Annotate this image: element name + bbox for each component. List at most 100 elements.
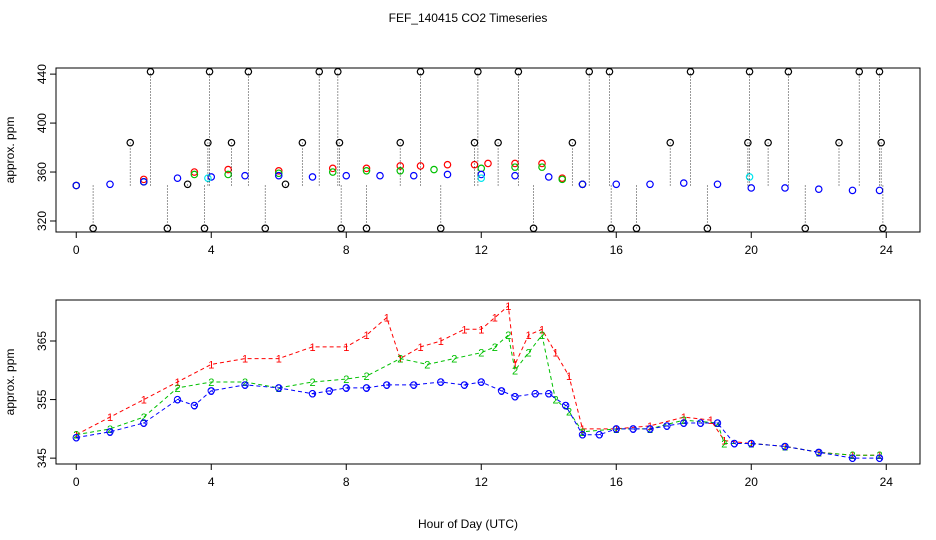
top-series-1-point <box>396 162 405 170</box>
bottom-series-3-point <box>241 381 249 389</box>
bottom-series-1-label: 1 <box>174 377 180 389</box>
bottom-series-3-label: 3 <box>309 389 315 401</box>
bottom-series-2-label: 2 <box>552 395 558 407</box>
bottom-series-3-label: 3 <box>326 386 332 398</box>
top-raw-point <box>666 138 675 147</box>
bottom-series-3-point <box>646 425 654 433</box>
bottom-series-1-label: 1 <box>525 330 531 342</box>
bottom-y-tick-label: 355 <box>35 389 49 409</box>
bottom-series-3-point <box>696 419 705 427</box>
bottom-series-3-point <box>747 439 755 448</box>
top-raw-point <box>163 224 172 233</box>
top-raw-point <box>205 67 214 76</box>
top-raw-point <box>474 67 482 76</box>
bottom-series-3-label: 3 <box>174 395 180 407</box>
bottom-series-3-point <box>207 387 215 395</box>
top-raw-point <box>126 138 135 147</box>
top-series-3-point <box>679 179 688 187</box>
bottom-series-2-label: 2 <box>451 354 457 366</box>
top-y-tick-label: 400 <box>35 113 49 133</box>
bottom-series-3-label: 3 <box>208 386 214 398</box>
bottom-series-2-label: 2 <box>478 348 484 360</box>
bottom-series-1-label: 1 <box>343 342 349 354</box>
top-series-3-point <box>578 180 587 189</box>
bottom-series-2-label: 2 <box>424 359 430 371</box>
bottom-series-3-point <box>511 392 519 401</box>
top-raw-point <box>855 67 864 76</box>
bottom-series-3-point <box>545 390 553 398</box>
top-series-2-point <box>396 167 405 175</box>
bottom-series-2-label: 2 <box>363 371 369 383</box>
bottom-series-2-label: 2 <box>816 447 822 459</box>
top-series-cyan-point <box>204 174 212 182</box>
bottom-x-tick-label: 0 <box>73 475 80 489</box>
bottom-series-3-label: 3 <box>647 424 653 436</box>
bottom-series-3-point <box>531 390 539 398</box>
bottom-series-1-label: 1 <box>417 342 423 354</box>
bottom-x-tick-label: 24 <box>880 475 894 489</box>
top-raw-point <box>607 224 615 233</box>
bottom-series-3-label: 3 <box>579 430 585 442</box>
top-raw-point <box>879 224 887 233</box>
bottom-x-tick-label: 12 <box>475 475 489 489</box>
bottom-series-2-line <box>76 333 880 456</box>
top-raw-point <box>261 224 270 233</box>
bottom-series-2-label: 2 <box>512 365 518 377</box>
bottom-series-2-label: 2 <box>714 418 720 430</box>
bottom-series-3-point <box>781 442 789 451</box>
top-series-3-point <box>875 186 884 195</box>
bottom-series-3-label: 3 <box>681 418 687 430</box>
top-raw-point <box>89 224 97 233</box>
bottom-series-2-label: 2 <box>748 439 754 451</box>
top-series-2-point <box>558 175 567 184</box>
top-axes: 0 4 8 12 16 20 24 320 360 400 440 <box>35 64 893 257</box>
top-raw-point <box>298 138 307 147</box>
bottom-series-3-point <box>410 381 418 389</box>
top-series-3-point <box>477 170 486 179</box>
top-series-3-point <box>544 173 553 181</box>
bottom-series-3-point <box>629 425 637 433</box>
bottom-series-3-label: 3 <box>849 453 855 465</box>
bottom-series-2-label: 2 <box>73 430 79 442</box>
bottom-x-tick-label: 4 <box>208 475 215 489</box>
bottom-series-1-label: 1 <box>208 359 214 371</box>
top-raw-point <box>568 138 577 147</box>
bottom-series-1-label: 1 <box>816 447 822 459</box>
bottom-series-3-point <box>680 419 688 427</box>
top-raw-point <box>784 67 793 76</box>
bottom-series-3-label: 3 <box>714 418 720 430</box>
bottom-series-2-label: 2 <box>579 427 585 439</box>
top-series-3-point <box>409 171 418 180</box>
top-series-2-point <box>328 168 337 176</box>
top-series-1-point <box>416 162 425 170</box>
bottom-series-3-label: 3 <box>343 383 349 395</box>
bottom-series-3-point <box>477 378 485 386</box>
top-plot-frame <box>55 67 921 233</box>
bottom-series-1-label: 1 <box>647 421 653 433</box>
bottom-series-1-label: 1 <box>512 359 518 371</box>
bottom-series-1-label: 1 <box>461 324 467 336</box>
top-raw-point <box>183 180 192 189</box>
top-series-1-point <box>190 168 199 176</box>
bottom-series-3-line <box>76 381 880 459</box>
top-raw-point <box>362 224 371 233</box>
bottom-series-3-label: 3 <box>276 383 282 395</box>
bottom-series-3-point <box>815 448 823 456</box>
top-raw-point <box>686 67 695 76</box>
top-series-1-point <box>362 164 371 173</box>
bottom-series-1-label: 1 <box>505 301 511 313</box>
top-series-2-point <box>190 170 199 179</box>
bottom-series-3-label: 3 <box>191 400 197 412</box>
bottom-x-tick-label: 8 <box>343 475 350 489</box>
bottom-series-1-label: 1 <box>478 324 484 336</box>
bottom-series-3-label: 3 <box>461 380 467 392</box>
top-series-3-point <box>72 181 81 190</box>
bottom-series-3-label: 3 <box>512 392 518 404</box>
bottom-series-3-point <box>190 401 199 410</box>
bottom-series-3-point <box>875 454 884 462</box>
bottom-series-3-label: 3 <box>438 377 444 389</box>
top-series-1-point <box>274 167 283 175</box>
